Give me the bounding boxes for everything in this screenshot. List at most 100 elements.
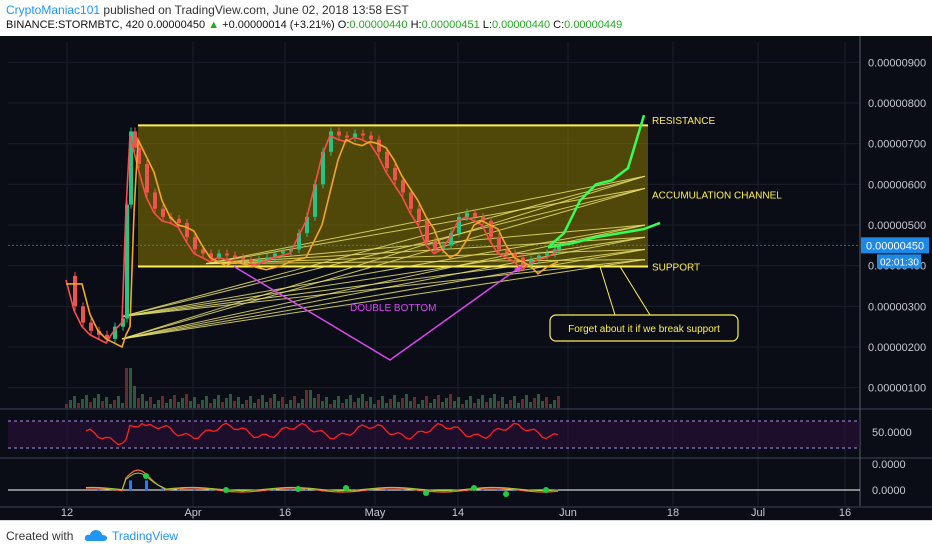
volume-bar (557, 396, 560, 408)
volume-bar (305, 390, 308, 408)
double-bottom-line (233, 265, 523, 361)
candle (177, 218, 181, 223)
macd-cross-dot (543, 487, 549, 493)
fan-line (121, 175, 646, 317)
y-tick-label: 0.00000500 (868, 220, 926, 232)
open-label: O: (337, 19, 350, 31)
volume-bar (265, 402, 268, 408)
candle (281, 251, 285, 254)
volume-bar (213, 399, 216, 408)
macd-histogram-bar (289, 488, 292, 491)
candle (257, 259, 261, 262)
candle (401, 180, 405, 193)
candle (497, 237, 501, 250)
macd-histogram-bar (433, 490, 436, 493)
volume-bar (73, 396, 76, 408)
candle (241, 257, 245, 260)
volume-bar (205, 396, 208, 408)
volume-bar (389, 399, 392, 408)
volume-bar (149, 397, 152, 408)
volume-bar (477, 399, 480, 408)
volume-bar (249, 396, 252, 408)
tradingview-cloud-icon (84, 530, 107, 541)
fan-line (121, 187, 646, 340)
volume-bar (233, 401, 236, 408)
volume-bar (145, 401, 148, 408)
low-value: 0.00000440 (491, 19, 551, 31)
candle (345, 135, 349, 138)
high-label: H: (410, 19, 422, 31)
volume-bar (193, 397, 196, 408)
created-with-text: Created with (6, 529, 74, 543)
tradingview-link[interactable]: TradingView (112, 529, 179, 543)
macd-signal-line (85, 472, 559, 492)
price-chart[interactable]: 0.00000900 0.00000800 0.00000700 0.00000600… (0, 36, 932, 520)
volume-bar (89, 402, 92, 408)
rsi-value-label: 50.0000 (872, 427, 912, 439)
volume-bar (385, 403, 388, 408)
volume-bar (77, 403, 80, 408)
chart-area[interactable]: 0.00000900 0.00000800 0.00000700 0.00000600… (0, 36, 932, 520)
volume-bar (473, 403, 476, 408)
volume-bar (337, 396, 340, 408)
macd-histogram-bar (513, 489, 516, 491)
volume-bar (469, 396, 472, 408)
publish-line: CryptoManiac101 published on TradingView… (6, 3, 409, 17)
macd-cross-dot (295, 486, 301, 492)
candle (481, 216, 485, 221)
volume-bar (309, 390, 312, 408)
price-badge (861, 237, 929, 254)
candle (369, 135, 373, 140)
volume-bar (481, 395, 484, 408)
volume-bar (433, 399, 436, 408)
up-arrow-icon: ▲ (208, 19, 220, 31)
macd-cross-dot (423, 490, 429, 496)
volume-bar (521, 399, 524, 408)
last-price: 0.00000450 (147, 19, 206, 31)
volume-bar (361, 394, 364, 408)
candle (81, 306, 85, 323)
candle (425, 220, 429, 242)
candle (265, 257, 269, 260)
candle (473, 212, 477, 217)
volume-bar (225, 398, 228, 408)
candle (145, 164, 149, 193)
close-value: 0.00000449 (564, 19, 623, 31)
y-tick-label: 0.00000600 (868, 179, 926, 191)
candle (121, 318, 125, 327)
volume-bar (365, 401, 368, 408)
volume-bar (525, 395, 528, 408)
author-link[interactable]: CryptoManiac101 (6, 3, 101, 17)
volume-bar (353, 402, 356, 408)
candle (417, 208, 421, 221)
macd-histogram-bar (401, 488, 404, 491)
volume-bar (553, 400, 556, 408)
y-tick-label: 0.00000900 (868, 57, 926, 69)
fan-line (121, 259, 646, 340)
volume-bar (297, 403, 300, 408)
fan-line (121, 224, 646, 340)
candle (249, 259, 253, 262)
macd-histogram-bar (385, 488, 388, 491)
volume-bar (321, 401, 324, 408)
macd-cross-dot (471, 485, 477, 491)
volume-bar (65, 404, 68, 408)
volume-bar (241, 404, 244, 408)
volume-bar (81, 399, 84, 408)
candle (377, 139, 381, 152)
macd-histogram-bar (481, 489, 484, 491)
volume-bar (257, 399, 260, 408)
volume-bar (201, 400, 204, 408)
volume-bar (437, 395, 440, 408)
volume-bar (121, 403, 124, 408)
volume-bar (485, 402, 488, 408)
volume-bar (157, 400, 160, 408)
rsi-line (85, 422, 559, 446)
candle (321, 151, 325, 185)
volume-bar (549, 404, 552, 408)
close-label: C: (553, 19, 565, 31)
volume-bar (509, 400, 512, 408)
volume-bar (101, 401, 104, 408)
macd-histogram-bar (305, 489, 308, 491)
macd-histogram-bar (129, 480, 132, 491)
